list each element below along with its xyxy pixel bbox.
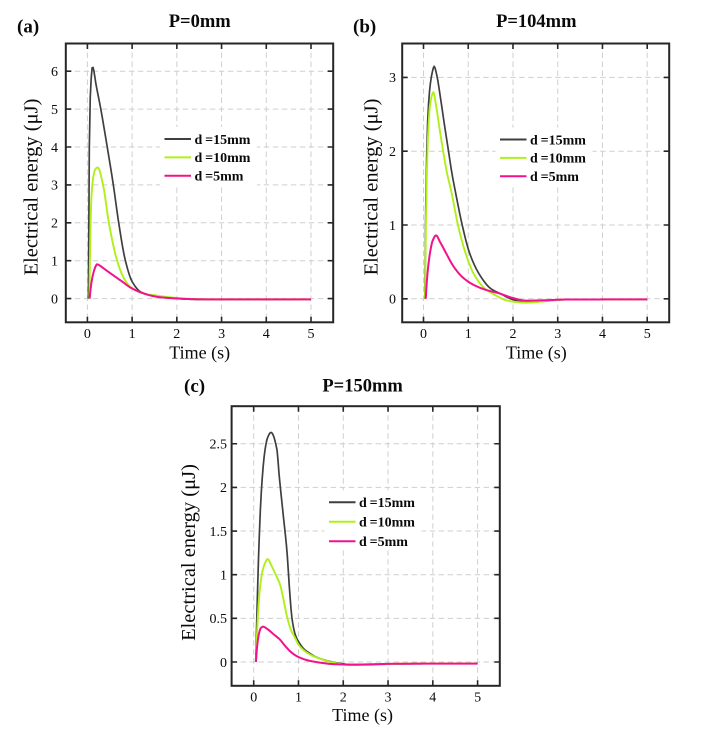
svg-text:5: 5 [474, 691, 481, 706]
svg-text:(a): (a) [17, 17, 39, 38]
svg-text:2: 2 [340, 691, 347, 706]
svg-text:0.5: 0.5 [210, 612, 228, 627]
svg-text:d =5mm: d =5mm [359, 535, 408, 550]
svg-text:Time (s): Time (s) [169, 343, 230, 364]
svg-text:5: 5 [51, 103, 58, 118]
svg-text:Electrical energy (μJ): Electrical energy (μJ) [361, 99, 383, 276]
svg-text:Electrical energy (μJ): Electrical energy (μJ) [178, 464, 200, 641]
svg-text:d =10mm: d =10mm [359, 516, 415, 531]
svg-text:(c): (c) [184, 376, 205, 397]
svg-text:6: 6 [51, 65, 58, 80]
svg-text:3: 3 [385, 691, 392, 706]
svg-text:2: 2 [51, 217, 58, 232]
svg-text:0: 0 [84, 327, 91, 342]
svg-text:2: 2 [173, 327, 180, 342]
svg-text:0: 0 [389, 293, 396, 308]
svg-text:0: 0 [420, 327, 427, 342]
svg-text:0: 0 [220, 656, 227, 671]
svg-text:3: 3 [218, 327, 225, 342]
svg-text:4: 4 [51, 141, 58, 156]
svg-text:d =15mm: d =15mm [195, 133, 251, 148]
svg-text:d =5mm: d =5mm [530, 170, 579, 185]
svg-text:2: 2 [220, 481, 227, 496]
svg-text:4: 4 [263, 327, 270, 342]
svg-text:1: 1 [389, 219, 396, 234]
svg-text:3: 3 [51, 179, 58, 194]
svg-text:Electrical energy (μJ): Electrical energy (μJ) [21, 99, 43, 276]
svg-text:1: 1 [220, 569, 227, 584]
svg-text:Time (s): Time (s) [506, 343, 567, 364]
svg-text:1: 1 [465, 327, 472, 342]
svg-text:d =5mm: d =5mm [195, 170, 244, 185]
svg-text:2.5: 2.5 [210, 438, 228, 453]
svg-text:P=104mm: P=104mm [496, 12, 577, 32]
svg-text:4: 4 [429, 691, 436, 706]
svg-text:1.5: 1.5 [210, 525, 228, 540]
svg-text:3: 3 [389, 71, 396, 86]
svg-text:d =15mm: d =15mm [530, 133, 586, 148]
svg-text:1: 1 [129, 327, 136, 342]
svg-text:Time (s): Time (s) [332, 705, 393, 726]
svg-text:5: 5 [308, 327, 315, 342]
svg-text:0: 0 [51, 292, 58, 307]
svg-text:1: 1 [295, 691, 302, 706]
svg-text:d =10mm: d =10mm [530, 152, 586, 167]
svg-text:P=0mm: P=0mm [169, 12, 232, 32]
svg-text:0: 0 [250, 691, 257, 706]
svg-text:4: 4 [599, 327, 606, 342]
svg-text:1: 1 [51, 255, 58, 270]
svg-text:d =10mm: d =10mm [195, 151, 251, 166]
svg-text:2: 2 [389, 145, 396, 160]
svg-text:P=150mm: P=150mm [322, 377, 403, 397]
svg-text:d =15mm: d =15mm [359, 496, 415, 511]
svg-text:5: 5 [644, 327, 651, 342]
svg-text:3: 3 [554, 327, 561, 342]
svg-text:(b): (b) [353, 17, 376, 38]
svg-text:2: 2 [510, 327, 517, 342]
